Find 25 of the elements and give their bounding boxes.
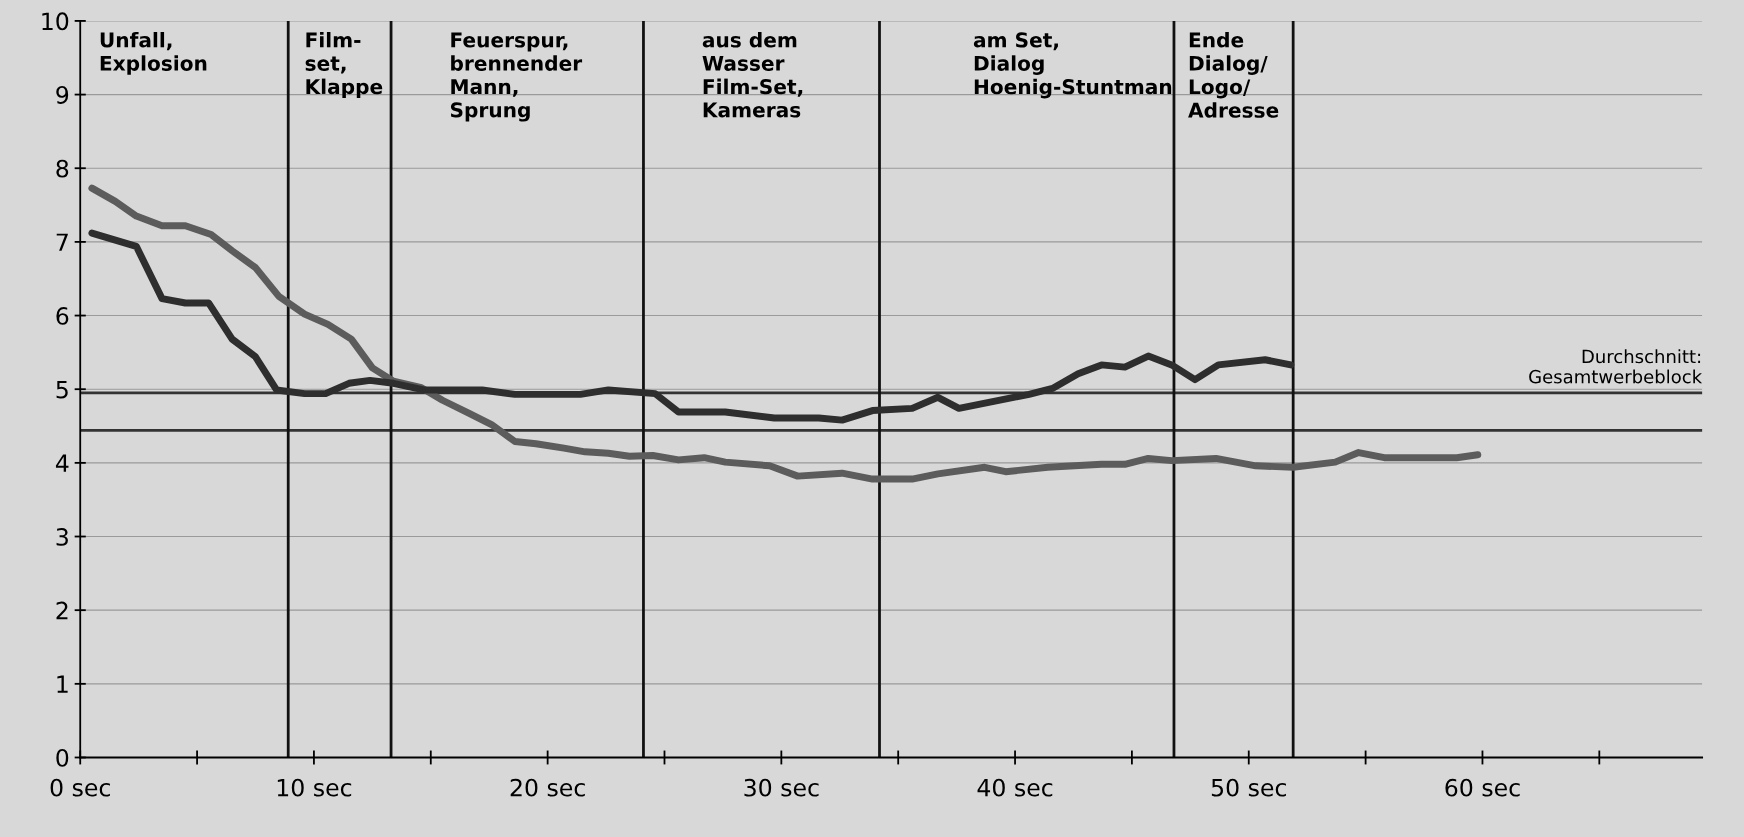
- y-tick-label: 1: [57, 675, 68, 693]
- y-tick-label: 3: [56, 527, 68, 546]
- y-tick-label: 9: [56, 86, 69, 104]
- y-tick-label: 0: [56, 748, 69, 767]
- y-tick-label: 4: [55, 454, 69, 472]
- x-tick-label: 20 sec: [510, 778, 585, 797]
- annotation: Film- set, Klappe: [305, 31, 383, 99]
- y-tick-label: 5: [56, 380, 68, 399]
- x-tick-label: 0 sec: [50, 778, 110, 797]
- annotation: Ende Dialog/ Logo/ Adresse: [1188, 31, 1279, 118]
- y-tick-label: 6: [56, 307, 69, 325]
- annotation: am Set, Dialog Hoenig-Stuntman: [973, 32, 1172, 99]
- x-tick-label: 40 sec: [977, 778, 1053, 797]
- annotation: Feuerspur, brennender Mann, Sprung: [450, 32, 583, 122]
- x-tick-label: 30 sec: [744, 778, 819, 797]
- x-tick-label: 60 sec: [1445, 778, 1520, 797]
- x-tick-label: 50 sec: [1211, 778, 1286, 797]
- y-tick-label: 7: [56, 233, 68, 251]
- y-tick-label: 8: [56, 159, 69, 178]
- y-tick-label: 10: [42, 12, 69, 31]
- x-tick-label: 10 sec: [277, 778, 352, 797]
- annotation: Unfall, Explosion: [100, 31, 207, 75]
- ref-line-label: Durchschnitt: Gesamtwerbeblock: [1529, 349, 1703, 384]
- y-tick-label: 2: [56, 601, 68, 620]
- annotation: aus dem Wasser Film-Set, Kameras: [702, 31, 803, 118]
